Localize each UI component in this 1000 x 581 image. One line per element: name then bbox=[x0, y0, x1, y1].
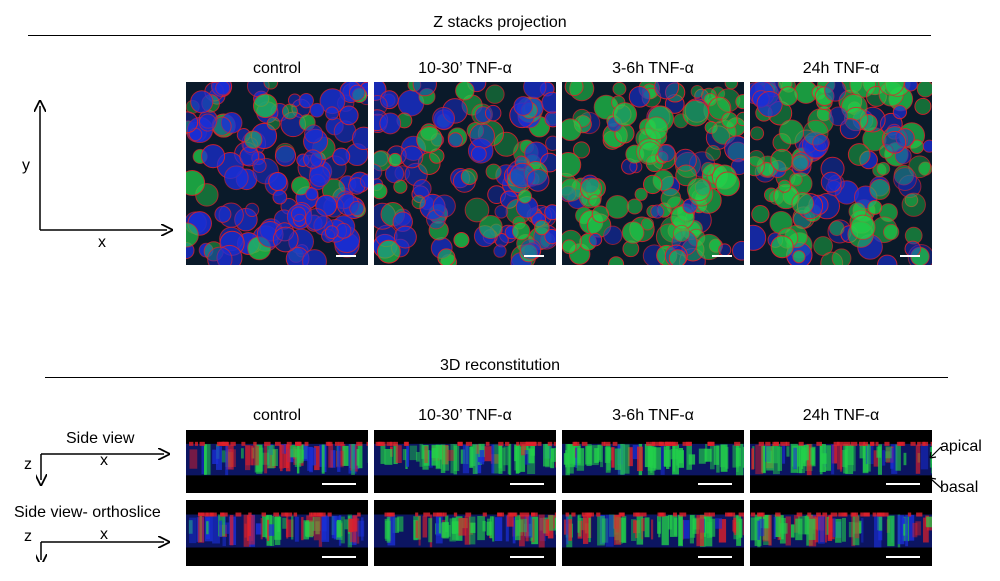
micrograph-10-30-tnf bbox=[374, 82, 556, 265]
orthoslice-control bbox=[186, 500, 368, 566]
micrograph-texture bbox=[562, 82, 744, 265]
apical-arrow-icon bbox=[929, 446, 942, 459]
side-view-texture bbox=[562, 430, 744, 493]
section-divider-top bbox=[28, 35, 931, 36]
scale-bar bbox=[900, 255, 920, 257]
basal-label: basal bbox=[940, 479, 979, 496]
side-view-10-30-tnf bbox=[374, 430, 556, 493]
micrograph-control bbox=[186, 82, 368, 265]
side-view-texture bbox=[186, 500, 368, 566]
scale-bar bbox=[322, 556, 356, 558]
x-axis-label-orthoslice: x bbox=[100, 526, 108, 543]
section-title-z-stacks: Z stacks projection bbox=[433, 14, 567, 31]
side-view-texture bbox=[186, 430, 368, 493]
bottom-column-label-10-30-tnf: 10-30’ TNF-α bbox=[418, 407, 512, 424]
row-label-side-view-orthoslice: Side view- orthoslice bbox=[14, 504, 161, 521]
micrograph-24h-tnf bbox=[750, 82, 932, 265]
scale-bar bbox=[886, 483, 920, 485]
basal-arrow-icon bbox=[929, 477, 942, 489]
column-label-control: control bbox=[252, 60, 302, 77]
micrograph-texture bbox=[374, 82, 556, 265]
z-axis-label-side-view: z bbox=[24, 456, 32, 473]
side-view-texture bbox=[374, 500, 556, 566]
z-axis-label-orthoslice: z bbox=[24, 528, 32, 545]
xy-axis-diagram bbox=[30, 100, 175, 240]
section-title-3d-reconstitution: 3D reconstitution bbox=[439, 357, 561, 374]
scale-bar bbox=[336, 255, 356, 257]
zx-axis-diagram-orthoslice bbox=[36, 522, 172, 562]
side-view-texture bbox=[750, 500, 932, 566]
side-view-control bbox=[186, 430, 368, 493]
micrograph-3-6h-tnf bbox=[562, 82, 744, 265]
side-view-3-6h-tnf bbox=[562, 430, 744, 493]
micrograph-texture bbox=[186, 82, 368, 265]
apical-label: apical bbox=[940, 438, 982, 455]
column-label-3-6h-tnf: 3-6h TNF-α bbox=[612, 60, 694, 77]
y-axis-label: y bbox=[22, 157, 30, 174]
scale-bar bbox=[712, 255, 732, 257]
orthoslice-10-30-tnf bbox=[374, 500, 556, 566]
column-label-10-30-tnf: 10-30’ TNF-α bbox=[418, 60, 512, 77]
orthoslice-24h-tnf bbox=[750, 500, 932, 566]
column-label-24h-tnf: 24h TNF-α bbox=[802, 60, 880, 77]
row-label-side-view: Side view bbox=[66, 430, 135, 447]
scale-bar bbox=[698, 483, 732, 485]
bottom-column-label-24h-tnf: 24h TNF-α bbox=[802, 407, 880, 424]
scale-bar bbox=[524, 255, 544, 257]
zx-axis-diagram-side-view bbox=[36, 448, 172, 488]
scale-bar bbox=[698, 556, 732, 558]
orthoslice-3-6h-tnf bbox=[562, 500, 744, 566]
scale-bar bbox=[510, 483, 544, 485]
side-view-24h-tnf bbox=[750, 430, 932, 493]
side-view-texture bbox=[374, 430, 556, 493]
scale-bar bbox=[510, 556, 544, 558]
x-axis-label: x bbox=[98, 234, 106, 251]
x-axis-label-side-view: x bbox=[100, 452, 108, 469]
scale-bar bbox=[322, 483, 356, 485]
bottom-column-label-control: control bbox=[252, 407, 302, 424]
scale-bar bbox=[886, 556, 920, 558]
micrograph-texture bbox=[750, 82, 932, 265]
side-view-texture bbox=[750, 430, 932, 493]
side-view-texture bbox=[562, 500, 744, 566]
bottom-column-label-3-6h-tnf: 3-6h TNF-α bbox=[612, 407, 694, 424]
section-divider-bottom bbox=[45, 377, 948, 378]
